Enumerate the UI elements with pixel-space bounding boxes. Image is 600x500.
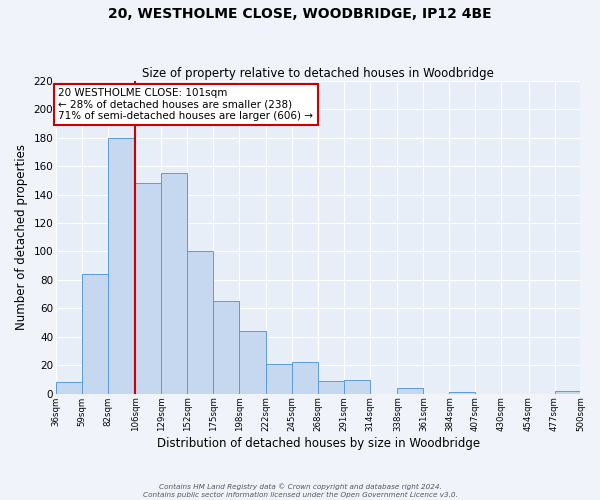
Text: Contains HM Land Registry data © Crown copyright and database right 2024.
Contai: Contains HM Land Registry data © Crown c… xyxy=(143,483,457,498)
Bar xyxy=(239,331,266,394)
Bar xyxy=(449,392,475,394)
Bar xyxy=(292,362,318,394)
Bar xyxy=(397,388,424,394)
Bar xyxy=(187,252,213,394)
Bar xyxy=(161,173,187,394)
Y-axis label: Number of detached properties: Number of detached properties xyxy=(15,144,28,330)
Bar xyxy=(82,274,108,394)
Bar xyxy=(213,302,239,394)
X-axis label: Distribution of detached houses by size in Woodbridge: Distribution of detached houses by size … xyxy=(157,437,480,450)
Bar xyxy=(135,183,161,394)
Bar xyxy=(108,138,135,394)
Bar xyxy=(318,381,344,394)
Text: 20, WESTHOLME CLOSE, WOODBRIDGE, IP12 4BE: 20, WESTHOLME CLOSE, WOODBRIDGE, IP12 4B… xyxy=(108,8,492,22)
Bar xyxy=(344,380,370,394)
Title: Size of property relative to detached houses in Woodbridge: Size of property relative to detached ho… xyxy=(142,66,494,80)
Bar xyxy=(56,382,82,394)
Bar xyxy=(266,364,292,394)
Bar xyxy=(554,391,580,394)
Text: 20 WESTHOLME CLOSE: 101sqm
← 28% of detached houses are smaller (238)
71% of sem: 20 WESTHOLME CLOSE: 101sqm ← 28% of deta… xyxy=(58,88,313,121)
